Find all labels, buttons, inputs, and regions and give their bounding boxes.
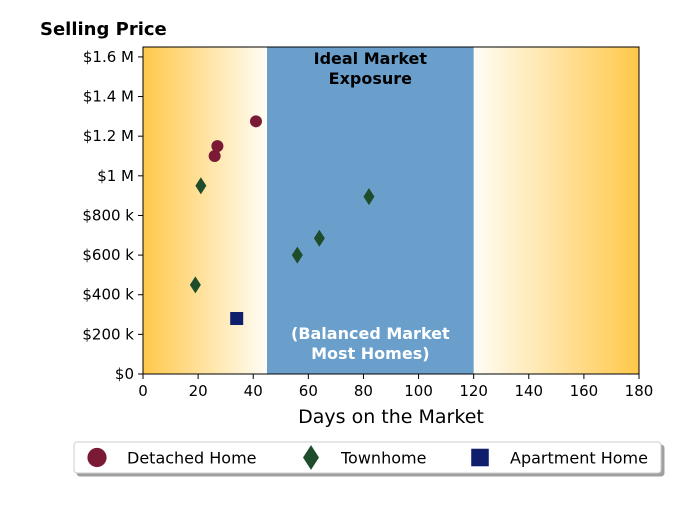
legend: Detached Home Townhome Apartment Home — [73, 441, 662, 474]
x-tick-label: 120 — [459, 382, 488, 400]
y-axis: $0 $200 k $400 k $600 k $800 k $1 M $1.2 M $1.4… — [82, 48, 143, 383]
x-tick-label: 160 — [570, 382, 599, 400]
x-tick-label: 100 — [404, 382, 433, 400]
plot-frame — [142, 46, 640, 375]
apartment-home-point — [230, 312, 244, 326]
x-tick-label: 60 — [299, 382, 318, 400]
data-points — [189, 115, 375, 326]
band-bottom-label-line-1: (Balanced Market — [291, 324, 450, 343]
y-tick-label: $1.6 M — [83, 48, 134, 66]
x-tick-label: 80 — [354, 382, 373, 400]
townhome-point — [363, 188, 375, 206]
legend-marker-detached-home — [87, 447, 107, 468]
legend-box — [73, 441, 662, 474]
plot-area: Ideal Market Exposure (Balanced Market M… — [142, 46, 640, 375]
x-axis-title: Days on the Market — [298, 406, 484, 428]
y-tick-label: $200 k — [82, 325, 134, 343]
townhome-point — [291, 246, 303, 264]
townhome-point — [195, 177, 207, 195]
y-tick-label: $1.2 M — [83, 127, 134, 145]
chart-title: Selling Price — [40, 19, 167, 40]
detached-home-point — [249, 115, 262, 128]
y-tick-label: $400 k — [82, 286, 134, 304]
x-axis: 0 20 40 60 80 100 120 140 160 180 — [138, 374, 653, 400]
townhome-point — [189, 276, 201, 294]
background-gradient-left — [143, 47, 267, 374]
detached-home-point — [208, 150, 221, 162]
y-tick-label: $1.4 M — [83, 88, 134, 106]
townhome-point — [313, 229, 325, 247]
legend-label-apartment-home: Apartment Home — [510, 449, 648, 468]
background-gradient-right — [473, 47, 639, 374]
band-top-label-line-1: Ideal Market — [314, 49, 428, 68]
detached-home-point — [211, 140, 224, 153]
x-tick-label: 40 — [244, 382, 263, 400]
y-tick-label: $600 k — [82, 246, 134, 264]
y-tick-label: $0 — [115, 365, 134, 383]
ideal-exposure-band — [267, 47, 474, 374]
legend-label-townhome: Townhome — [340, 449, 426, 468]
band-bottom-label-line-2: Most Homes) — [311, 344, 429, 363]
x-tick-label: 140 — [514, 382, 543, 400]
y-tick-label: $800 k — [82, 206, 134, 224]
legend-label-detached-home: Detached Home — [127, 449, 257, 468]
y-tick-label: $1 M — [97, 167, 134, 185]
x-tick-label: 180 — [625, 382, 654, 400]
legend-marker-townhome — [303, 445, 319, 470]
x-tick-label: 0 — [138, 382, 148, 400]
band-top-label-line-2: Exposure — [329, 69, 413, 88]
legend-marker-apartment-home — [471, 448, 489, 467]
x-tick-label: 20 — [189, 382, 208, 400]
